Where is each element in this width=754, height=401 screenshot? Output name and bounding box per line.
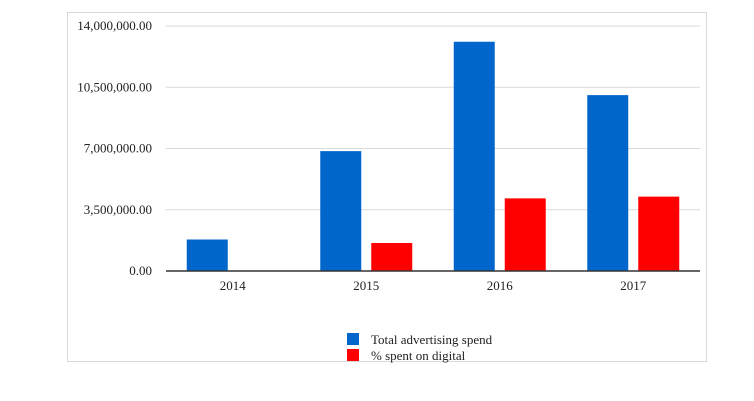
bars <box>186 41 680 271</box>
bar-total-advertising-spend-2017 <box>587 95 629 271</box>
y-tick-label: 0.00 <box>129 263 152 278</box>
x-tick-label: 2017 <box>620 278 647 293</box>
bar-total-advertising-spend-2014 <box>186 239 228 271</box>
legend-swatch <box>347 349 359 361</box>
x-tick-label: 2015 <box>353 278 379 293</box>
bar-total-advertising-spend-2015 <box>320 151 362 271</box>
y-axis-tick-labels: 0.00 3,500,000.00 7,000,000.00 10,500,000.0… <box>77 18 152 278</box>
y-tick-label: 7,000,000.00 <box>84 141 152 156</box>
y-tick-label: 14,000,000.00 <box>77 18 152 33</box>
y-tick-label: 10,500,000.00 <box>77 79 152 94</box>
legend-swatch <box>347 333 359 345</box>
x-tick-label: 2016 <box>487 278 514 293</box>
bar-percent-spent-on-digital-2016 <box>504 198 546 271</box>
bar-percent-spent-on-digital-2017 <box>638 196 680 271</box>
legend-label: % spent on digital <box>371 348 466 363</box>
bar-percent-spent-on-digital-2015 <box>371 243 413 271</box>
x-axis-tick-labels: 2014 2015 2016 2017 <box>220 278 647 293</box>
x-tick-label: 2014 <box>220 278 247 293</box>
legend-label: Total advertising spend <box>371 332 493 347</box>
bar-total-advertising-spend-2016 <box>453 41 495 271</box>
legend: Total advertising spend% spent on digita… <box>347 332 493 363</box>
y-tick-label: 3,500,000.00 <box>84 202 152 217</box>
